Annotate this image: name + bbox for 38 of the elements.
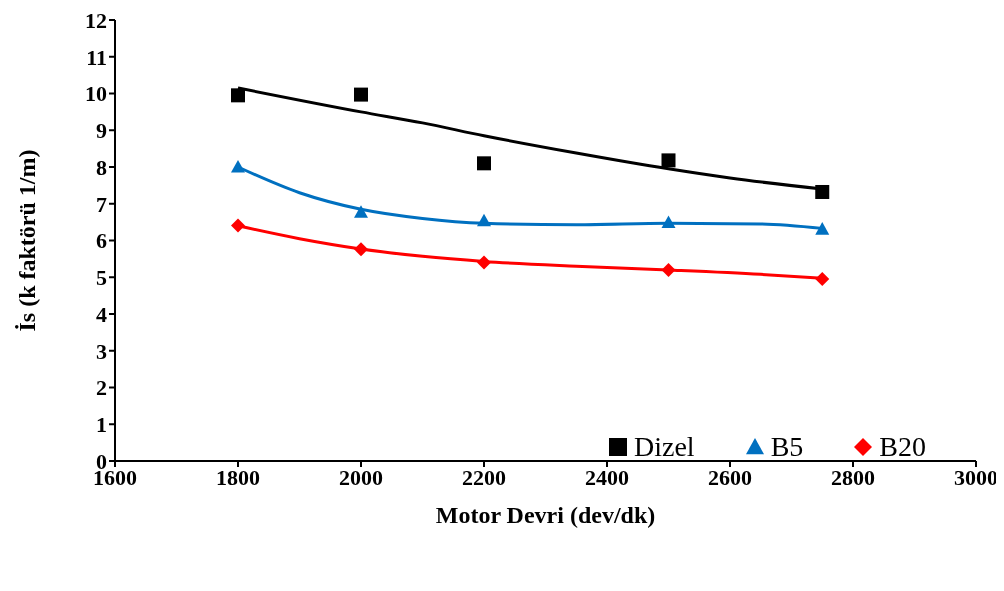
y-tick-label: 3 (96, 338, 107, 364)
x-tick-label: 1800 (216, 464, 260, 490)
legend-label: B5 (770, 431, 804, 463)
point (661, 153, 676, 168)
point (354, 242, 368, 257)
x-tick-label: 2200 (462, 464, 506, 490)
legend-label: Dizel (633, 431, 695, 463)
point (815, 222, 830, 235)
y-tick-label: 11 (86, 44, 107, 70)
y-tick-label: 8 (96, 154, 107, 180)
y-tick-label: 10 (85, 81, 107, 107)
point (477, 213, 491, 227)
x-tick-label: 2000 (339, 464, 383, 490)
point (661, 262, 676, 277)
y-tick-label: 12 (85, 7, 107, 33)
y-tick-label: 9 (96, 118, 107, 144)
y-tick-label: 4 (96, 301, 107, 327)
legend-label: B20 (879, 431, 926, 463)
point (354, 87, 368, 102)
point (231, 160, 245, 173)
y-tick-label: 7 (96, 191, 107, 217)
x-tick-label: 2400 (585, 464, 629, 490)
point (815, 272, 830, 287)
point (477, 156, 491, 171)
point (354, 205, 368, 218)
y-tick-label: 5 (96, 265, 107, 291)
point (661, 215, 676, 229)
point (231, 88, 245, 103)
point (477, 255, 491, 270)
point (815, 184, 830, 199)
y-tick-label: 6 (96, 228, 107, 254)
y-axis-title: İs (k faktörü 1/m) (13, 149, 40, 332)
x-tick-label: 2800 (831, 464, 875, 490)
point (231, 218, 245, 233)
y-tick-label: 1 (96, 412, 107, 438)
x-tick-label: 2600 (708, 464, 752, 490)
x-axis-title: Motor Devri (dev/dk) (435, 502, 656, 528)
y-tick-label: 2 (96, 375, 107, 401)
